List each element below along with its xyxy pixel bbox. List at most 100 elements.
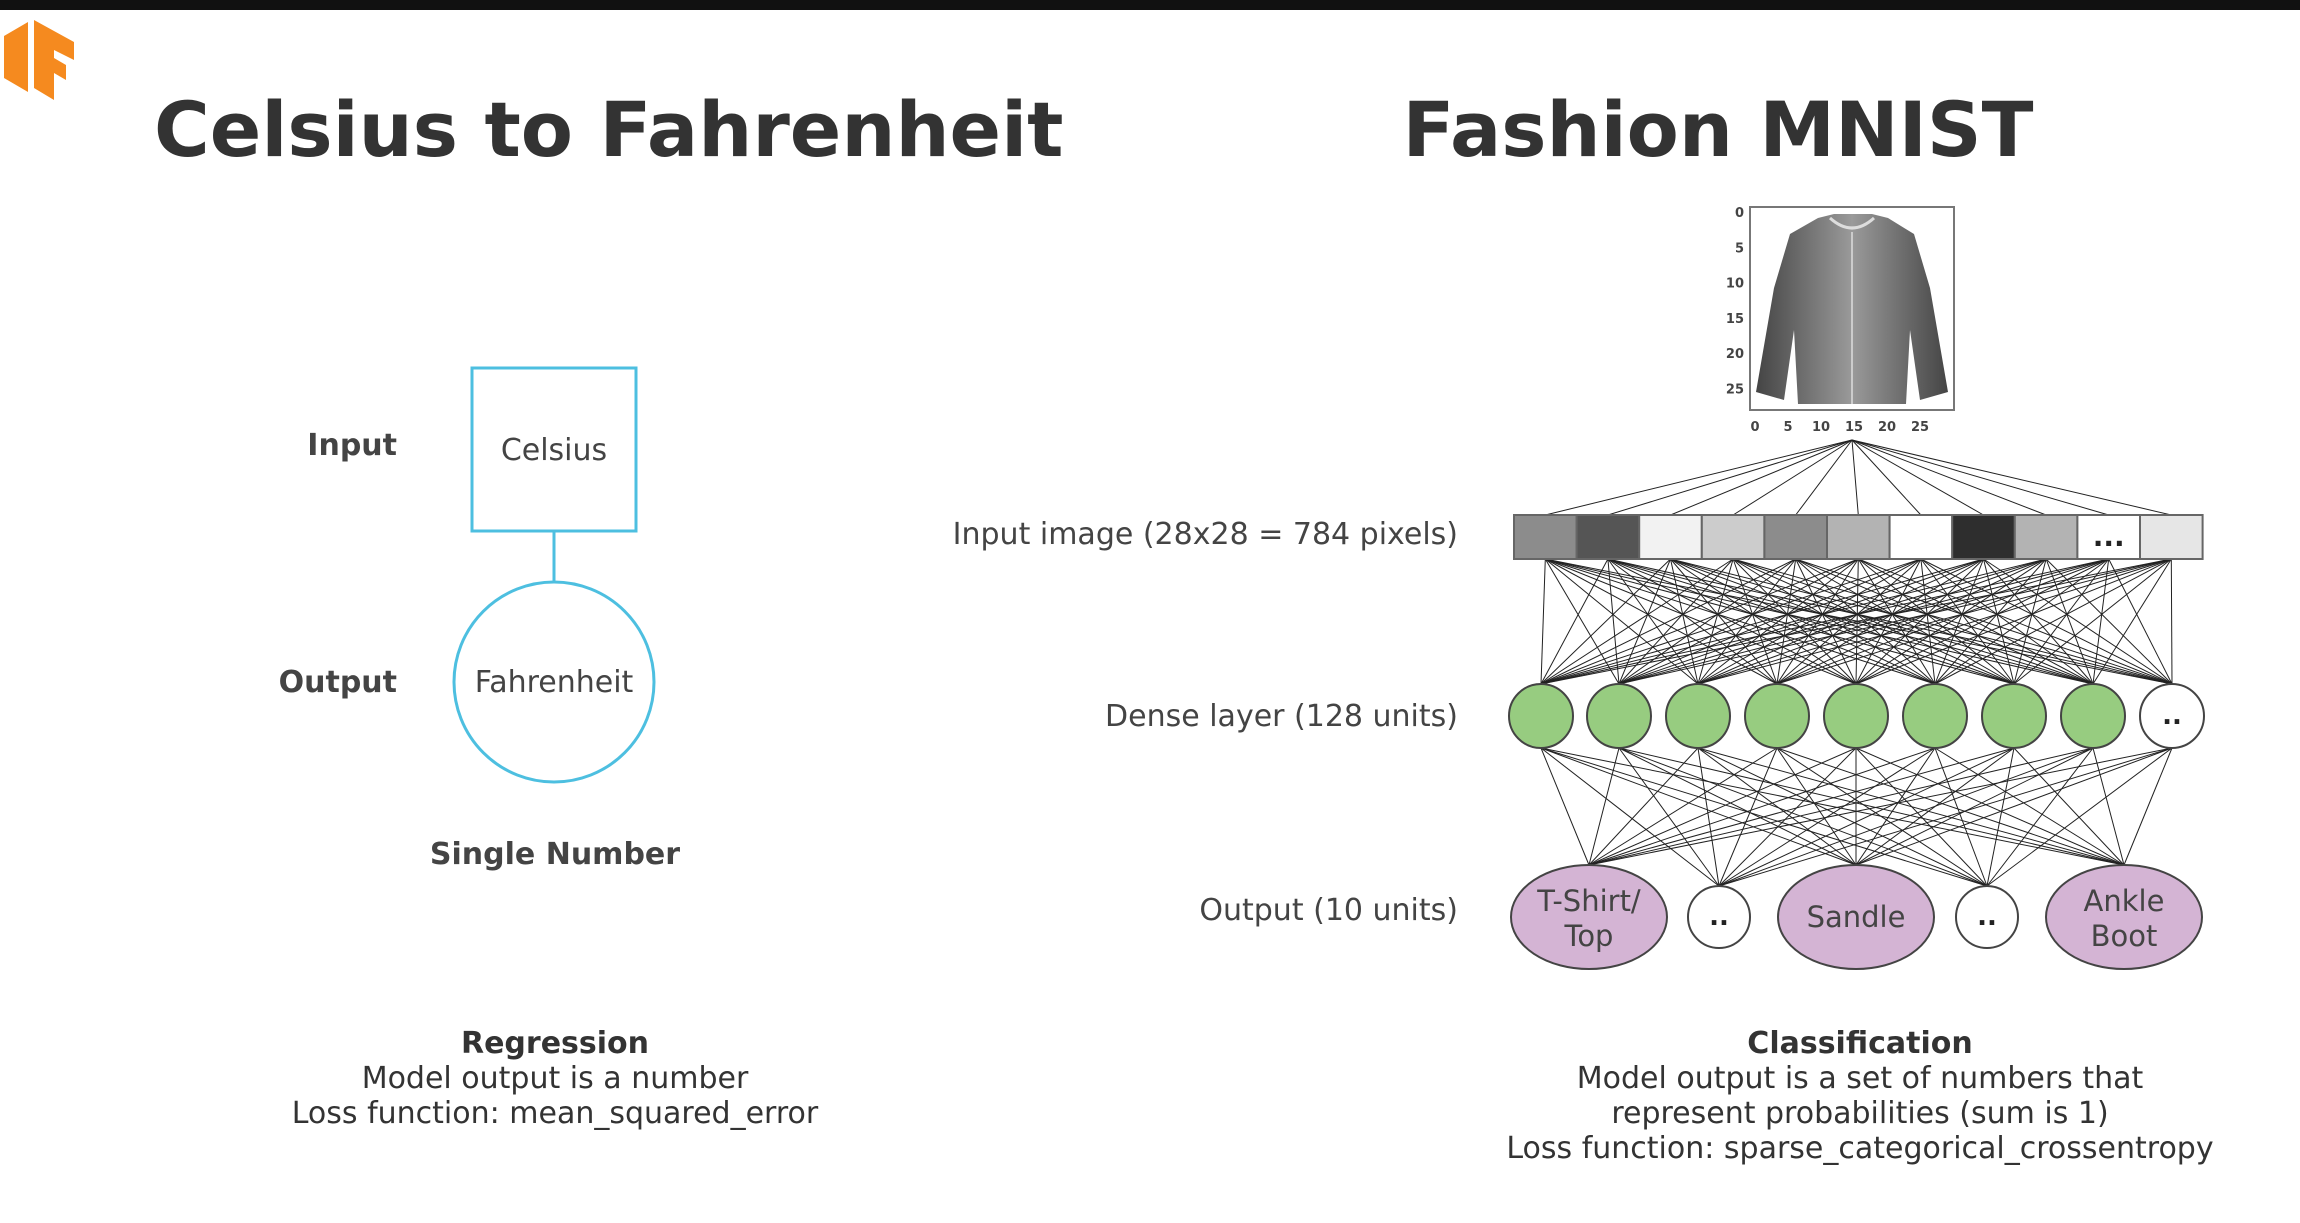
- input-to-dense-edge: [1540, 558, 2109, 685]
- input-pixel-strip: ...: [1513, 514, 2204, 560]
- regression-heading: Regression: [461, 1026, 649, 1061]
- output-class-label: Ankle: [2084, 884, 2165, 918]
- dense-node: [1586, 683, 1652, 749]
- dense-to-output-edge: [1588, 747, 1620, 866]
- input-to-dense-edge: [1670, 558, 1778, 685]
- dense-to-output-edge: [1855, 747, 2125, 866]
- output-class-label: T-Shirt/: [1536, 884, 1641, 918]
- input-to-dense-edge: [1670, 558, 1699, 685]
- dense-to-output-edge: [1540, 747, 1590, 866]
- input-row-label: Input: [307, 428, 397, 463]
- dense-ellipsis-node: [2139, 683, 2205, 749]
- celsius-node-label: Celsius: [501, 433, 607, 468]
- dense-to-output-edge: [1588, 747, 1778, 866]
- input-to-dense-edge: [1920, 558, 2094, 685]
- dense-to-output-edge: [1986, 747, 2015, 887]
- input-to-dense-edge: [1540, 558, 1796, 685]
- input-to-dense-edge: [1697, 558, 1734, 685]
- input-to-dense-edge: [1732, 558, 2094, 685]
- image-to-input-edge: [1851, 439, 1922, 516]
- input-to-dense-edge: [1540, 558, 1734, 685]
- input-to-dense-edge: [2013, 558, 2110, 685]
- fashion-sample-image: 0 5 10 15 20 25 0 5 10 15 20 25: [1726, 206, 1955, 435]
- dense-to-output-edge: [1618, 747, 2125, 866]
- dense-to-output-edge: [1776, 747, 2125, 866]
- input-to-dense-edge: [1540, 558, 1671, 685]
- input-to-dense-edge: [1855, 558, 2172, 685]
- input-ellipsis-cell: [2076, 514, 2141, 560]
- input-to-dense-edge: [2045, 558, 2173, 685]
- dense-to-output-edge: [1588, 747, 2015, 866]
- classification-heading: Classification: [1747, 1026, 1972, 1061]
- input-pixel-cell: [1575, 514, 1641, 560]
- dense-to-output-edge: [1776, 747, 1857, 866]
- input-to-dense-edge: [1697, 558, 1984, 685]
- dense-to-output-edge: [1718, 747, 2094, 887]
- dense-to-output-edge: [1588, 747, 2173, 866]
- input-to-dense-edge: [1776, 558, 1984, 685]
- fahrenheit-output-node: [452, 580, 656, 784]
- dense-to-output-edge: [2123, 747, 2173, 866]
- image-y-tick: 15: [1726, 312, 1744, 327]
- input-to-dense-edge: [1618, 558, 1671, 685]
- input-to-dense-edge: [1607, 558, 2094, 685]
- input-to-dense-edge: [2170, 558, 2173, 685]
- image-to-input-edge: [1851, 439, 1984, 516]
- dense-node: [1665, 683, 1731, 749]
- output-class-node: [1510, 864, 1668, 970]
- input-to-dense-edge: [1607, 558, 1620, 685]
- dense-to-output-edge: [2092, 747, 2125, 866]
- output-ellipsis-node: [1955, 885, 2019, 949]
- image-y-tick: 0: [1735, 206, 1744, 221]
- input-to-dense-edge: [1697, 558, 1922, 685]
- dense-to-output-edge: [1718, 747, 2015, 887]
- output-class-label: Boot: [2091, 919, 2158, 953]
- input-to-dense-edge: [1618, 558, 1859, 685]
- input-to-dense-edge: [1934, 558, 2172, 685]
- input-pixel-cell: [1888, 514, 1954, 560]
- input-ellipsis-text: ...: [2093, 520, 2125, 553]
- dense-to-output-edge: [1697, 747, 1988, 887]
- dense-to-output-edge: [1540, 747, 2125, 866]
- input-to-dense-edge: [1544, 558, 1620, 685]
- input-pixel-cell: [1700, 514, 1766, 560]
- dense-to-output-edge: [1588, 747, 1857, 866]
- dense-to-output-edge: [1718, 747, 1778, 887]
- dense-node: [1823, 683, 1889, 749]
- image-x-tick: 15: [1845, 420, 1863, 435]
- image-to-input-edge: [1851, 439, 2047, 516]
- fahrenheit-node-label: Fahrenheit: [475, 665, 634, 700]
- dense-node: [1902, 683, 1968, 749]
- input-to-dense-edge: [1697, 558, 2047, 685]
- dense-to-output-edge: [1855, 747, 2173, 866]
- input-to-dense-edge: [1697, 558, 2109, 685]
- image-y-tick: 10: [1726, 277, 1744, 292]
- input-to-dense-edge: [1697, 558, 1797, 685]
- tensorflow-logo-icon: [4, 20, 74, 100]
- input-to-dense-edge: [2108, 558, 2173, 685]
- output-class-node: [1777, 864, 1935, 970]
- input-to-dense-edge: [1540, 558, 1859, 685]
- input-pixel-cell: [1513, 514, 1578, 560]
- network-connections: [1540, 439, 2173, 887]
- input-to-dense-edge: [1618, 558, 2172, 685]
- image-to-input-edge: [1545, 439, 1853, 516]
- image-y-tick: 5: [1735, 241, 1744, 256]
- image-y-tick: 25: [1726, 383, 1744, 398]
- dense-layer-nodes: ..: [1508, 683, 2205, 749]
- image-y-tick: 20: [1726, 347, 1744, 362]
- output-class-label: Top: [1564, 919, 1614, 953]
- input-pixel-cell: [1826, 514, 1891, 560]
- output-ellipsis-text: ..: [1709, 902, 1729, 932]
- input-to-dense-edge: [1544, 558, 1699, 685]
- input-to-dense-edge: [1732, 558, 1778, 685]
- input-pixel-cell: [1763, 514, 1829, 560]
- input-to-dense-edge: [1618, 558, 1984, 685]
- input-to-dense-edge: [1540, 558, 1922, 685]
- output-row-label: Output: [279, 665, 397, 700]
- dense-to-output-edge: [1986, 747, 2173, 887]
- classification-line-2: represent probabilities (sum is 1): [1611, 1096, 2108, 1131]
- output-class-node: [2045, 864, 2203, 970]
